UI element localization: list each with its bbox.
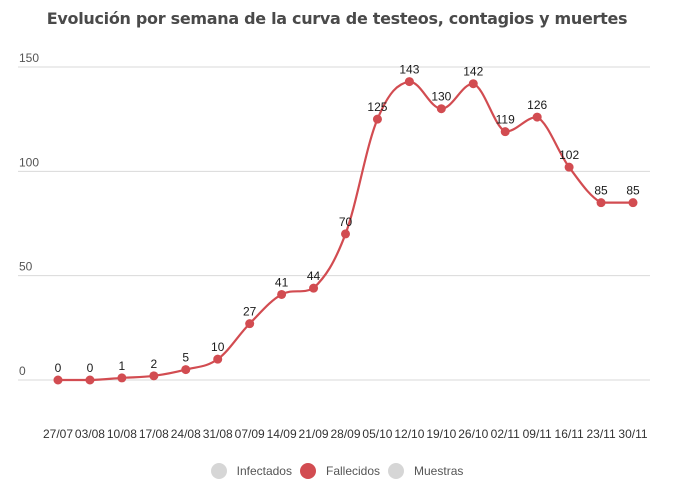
data-point[interactable] bbox=[181, 365, 191, 375]
y-tick-label: 50 bbox=[19, 260, 33, 274]
legend: Infectados Fallecidos Muestras bbox=[0, 463, 674, 479]
legend-item-muestras[interactable]: Muestras bbox=[388, 463, 463, 479]
legend-label: Fallecidos bbox=[325, 464, 381, 478]
data-point[interactable] bbox=[404, 77, 414, 87]
data-label: 142 bbox=[463, 65, 483, 79]
x-axis-ticks: 27/07 03/08 10/08 17/08 24/08 31/08 07/09 14/09… bbox=[43, 427, 648, 441]
data-point[interactable] bbox=[468, 79, 478, 89]
gridlines bbox=[18, 66, 650, 381]
data-label: 85 bbox=[594, 184, 608, 198]
y-tick-label: 0 bbox=[19, 364, 26, 378]
data-label: 0 bbox=[55, 361, 62, 375]
data-point[interactable] bbox=[53, 375, 63, 385]
legend-item-fallecidos[interactable]: Fallecidos bbox=[299, 463, 381, 479]
data-point[interactable] bbox=[149, 371, 159, 381]
data-label: 130 bbox=[431, 90, 451, 104]
data-point[interactable] bbox=[628, 198, 638, 208]
x-tick-label: 02/11 bbox=[491, 427, 520, 441]
x-tick-label: 27/07 bbox=[43, 427, 73, 441]
data-label: 44 bbox=[307, 269, 321, 283]
x-tick-label: 03/08 bbox=[75, 427, 105, 441]
y-axis-ticks: 0 50 100 150 bbox=[19, 51, 39, 378]
data-point[interactable] bbox=[564, 162, 574, 172]
data-label: 125 bbox=[367, 100, 387, 114]
legend-label: Infectados bbox=[236, 464, 292, 478]
x-tick-label: 19/10 bbox=[426, 427, 456, 441]
y-tick-label: 150 bbox=[19, 51, 39, 65]
x-tick-label: 07/09 bbox=[235, 427, 265, 441]
data-point[interactable] bbox=[277, 289, 287, 299]
data-point[interactable] bbox=[213, 354, 223, 364]
data-label: 102 bbox=[559, 148, 579, 162]
data-point[interactable] bbox=[500, 127, 510, 137]
data-label: 27 bbox=[243, 305, 257, 319]
x-tick-label: 31/08 bbox=[203, 427, 233, 441]
data-label: 41 bbox=[275, 275, 289, 289]
x-tick-label: 14/09 bbox=[267, 427, 297, 441]
chart-title: Evolución por semana de la curva de test… bbox=[46, 9, 628, 28]
data-point[interactable] bbox=[309, 283, 319, 293]
data-label: 5 bbox=[182, 351, 189, 365]
legend-swatch-icon bbox=[388, 463, 405, 479]
data-label: 10 bbox=[211, 340, 225, 354]
legend-swatch-icon bbox=[299, 463, 316, 479]
x-tick-label: 21/09 bbox=[299, 427, 329, 441]
data-label: 70 bbox=[339, 215, 353, 229]
y-tick-label: 100 bbox=[19, 155, 39, 169]
data-point[interactable] bbox=[372, 114, 382, 124]
x-tick-label: 05/10 bbox=[362, 427, 392, 441]
legend-label: Muestras bbox=[414, 464, 464, 478]
data-point[interactable] bbox=[85, 375, 95, 385]
data-point[interactable] bbox=[245, 319, 255, 329]
x-tick-label: 30/11 bbox=[618, 427, 647, 441]
data-label: 143 bbox=[399, 63, 419, 77]
data-point[interactable] bbox=[117, 373, 127, 383]
x-tick-label: 26/10 bbox=[458, 427, 488, 441]
x-tick-label: 09/11 bbox=[523, 427, 552, 441]
data-points[interactable] bbox=[53, 77, 638, 385]
data-label: 2 bbox=[150, 357, 157, 371]
data-point[interactable] bbox=[341, 229, 350, 239]
data-label: 1 bbox=[119, 359, 126, 373]
data-label: 0 bbox=[87, 361, 94, 375]
data-label: 119 bbox=[496, 113, 515, 127]
x-tick-label: 16/11 bbox=[555, 427, 584, 441]
x-tick-label: 10/08 bbox=[107, 427, 137, 441]
data-point[interactable] bbox=[596, 198, 606, 208]
data-label: 85 bbox=[626, 184, 640, 198]
data-point[interactable] bbox=[532, 112, 542, 122]
x-tick-label: 23/11 bbox=[586, 427, 615, 441]
data-label: 126 bbox=[527, 98, 547, 112]
x-tick-label: 17/08 bbox=[139, 427, 169, 441]
legend-swatch-icon bbox=[210, 463, 227, 479]
legend-item-infectados[interactable]: Infectados bbox=[210, 463, 292, 479]
x-tick-label: 12/10 bbox=[394, 427, 424, 441]
x-tick-label: 28/09 bbox=[330, 427, 360, 441]
data-point[interactable] bbox=[436, 104, 446, 114]
x-tick-label: 24/08 bbox=[171, 427, 201, 441]
